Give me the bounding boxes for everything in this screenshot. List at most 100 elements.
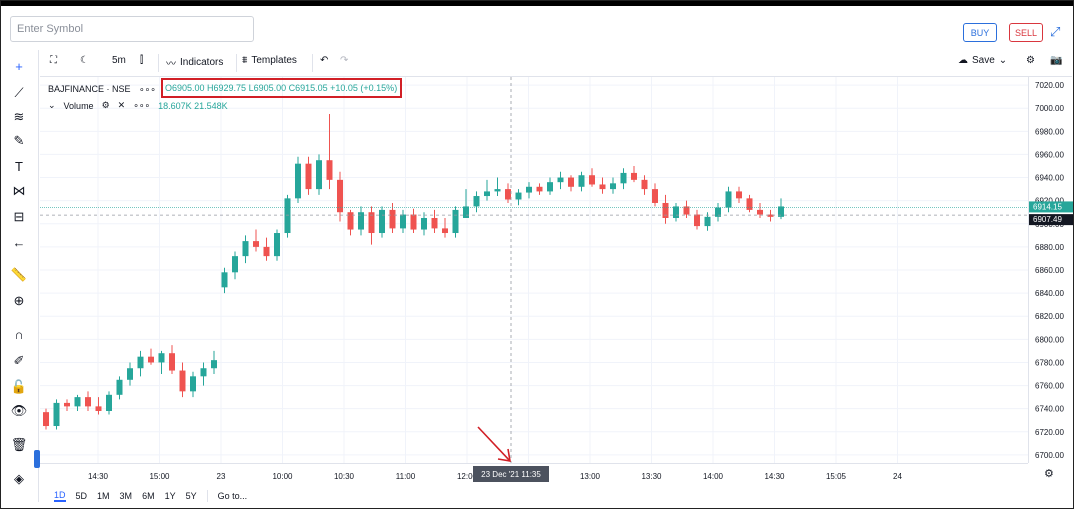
sell-button[interactable]: SELL	[1009, 23, 1043, 42]
fullscreen-icon[interactable]: ⛶	[50, 55, 57, 66]
magnet-icon[interactable]: ∩	[14, 327, 24, 342]
price-tick-label: 6980.00	[1035, 127, 1064, 136]
candle-type-icon[interactable]: ⫿	[140, 55, 144, 66]
candle-body	[536, 186, 543, 192]
layers-icon[interactable]: ◈	[14, 471, 24, 486]
expand-icon[interactable]: ⤢	[1050, 24, 1061, 39]
candle-body	[736, 191, 742, 199]
theme-moon-icon[interactable]: ☾	[80, 55, 89, 66]
chevron-down-icon[interactable]: ⌄	[48, 100, 56, 110]
close-icon[interactable]: ✕	[117, 100, 126, 110]
camera-icon[interactable]: 📷	[1050, 55, 1063, 66]
symbol-search-input[interactable]: Enter Symbol	[10, 16, 254, 42]
more-options-icon[interactable]: ∘∘∘	[133, 100, 151, 110]
candle-body	[263, 246, 270, 257]
settings-icon[interactable]: ⚙	[101, 100, 110, 110]
axis-settings-icon[interactable]: ⚙	[1044, 468, 1054, 480]
buy-button[interactable]: BUY	[963, 23, 997, 42]
price-tick-label: 6840.00	[1035, 289, 1064, 298]
candle-body	[652, 189, 658, 203]
brush-icon[interactable]: ✎	[13, 133, 25, 148]
price-axis[interactable]: 7020.00 7000.00 6980.00 6960.00 6940.00 6920.…	[1028, 77, 1073, 463]
range-button-3m[interactable]: 3M	[119, 491, 133, 501]
drawing-tools-panel: + ⟋ ≋ ✎ T ⋈ ⊟ ← 📏 ⊕ ∩ ✐ 🔓 👁 🗑 ◈	[0, 50, 39, 502]
current-price-badge	[1029, 201, 1073, 213]
goto-button[interactable]: Go to...	[217, 491, 248, 501]
undo-icon[interactable]: ↶	[320, 55, 329, 66]
candle-body	[284, 198, 291, 234]
lock-icon[interactable]: 🔓	[10, 379, 28, 394]
candle-body	[620, 172, 627, 184]
text-icon[interactable]: T	[15, 159, 23, 174]
collapse-toolbar-handle[interactable]	[34, 450, 40, 468]
candle-body	[232, 256, 238, 273]
crosshair-icon[interactable]: +	[15, 59, 23, 74]
templates-button[interactable]: ⩩ Templates	[242, 55, 297, 66]
candle-body	[95, 406, 102, 411]
candle-body	[43, 412, 49, 427]
candle-body	[683, 206, 690, 215]
fib-icon[interactable]: ≋	[13, 109, 25, 124]
candle-body	[431, 217, 438, 229]
price-tick-label: 6940.00	[1035, 174, 1064, 183]
candle-body	[473, 196, 480, 207]
candle-body	[137, 356, 144, 369]
candle-body	[85, 397, 91, 407]
trend-line-icon[interactable]: ⟋	[14, 85, 24, 100]
range-button-1d[interactable]: 1D	[54, 490, 66, 502]
interval-button[interactable]: 5m	[112, 55, 126, 66]
candle-body	[106, 394, 112, 411]
candle-body	[757, 209, 763, 215]
range-button-1m[interactable]: 1M	[97, 491, 110, 501]
candle-body	[316, 160, 322, 190]
lock-drawing-icon[interactable]: ✐	[13, 353, 25, 368]
candlestick-chart[interactable]	[40, 77, 1028, 463]
time-tick-label: 12:00	[457, 472, 478, 481]
prediction-icon[interactable]: ⊟	[13, 209, 25, 224]
candle-body	[64, 402, 70, 407]
candle-body	[442, 228, 448, 234]
candle-body	[379, 209, 385, 234]
candle-body	[673, 206, 679, 218]
price-tick-label: 6740.00	[1035, 405, 1064, 414]
pattern-icon[interactable]: ⋈	[12, 183, 26, 198]
range-button-1y[interactable]: 1Y	[164, 491, 176, 501]
time-tick-label: 10:00	[272, 472, 293, 481]
crosshair-time-badge	[473, 466, 549, 482]
volume-legend: ⌄ Volume ⚙ ✕ ∘∘∘ 18.607K 21.548K	[48, 100, 228, 111]
time-tick-label: 10:30	[334, 472, 355, 481]
redo-icon[interactable]: ↷	[340, 55, 349, 66]
zoom-in-icon[interactable]: ⊕	[13, 293, 25, 308]
candle-body	[53, 402, 60, 427]
range-button-5y[interactable]: 5Y	[185, 491, 197, 501]
range-button-6m[interactable]: 6M	[142, 491, 155, 501]
chart-toolbar: ⛶ ☾ 5m ⫿ 〰 Indicators ⩩ Templates ↶ ↷ ☁ Sav…	[40, 50, 1072, 77]
ruler-icon[interactable]: 📏	[10, 267, 28, 282]
indicators-button[interactable]: 〰 Indicators	[166, 55, 223, 70]
eye-icon[interactable]: 👁	[10, 403, 28, 418]
crosshair-price-label: 6907.49	[1033, 215, 1062, 224]
trash-icon[interactable]: 🗑	[10, 437, 28, 452]
candle-body	[515, 192, 522, 200]
more-options-icon[interactable]: ∘∘∘	[139, 84, 156, 94]
time-tick-label: 14:30	[88, 472, 109, 481]
candle-body	[337, 179, 343, 213]
candle-body	[505, 189, 511, 200]
candle-body	[778, 206, 784, 217]
price-tick-label: 6920.00	[1035, 197, 1064, 206]
candle-body	[127, 368, 133, 380]
symbol-legend: BAJFINANCE · NSE ∘∘∘	[48, 84, 156, 95]
candle-body	[715, 207, 721, 217]
range-button-5d[interactable]: 5D	[75, 491, 88, 501]
price-tick-label: 6960.00	[1035, 150, 1064, 159]
candle-body	[589, 175, 595, 185]
save-button[interactable]: ☁ Save ⌄	[958, 55, 1007, 66]
back-arrow-icon[interactable]: ←	[12, 235, 26, 250]
candle-body	[274, 233, 280, 257]
candle-body	[662, 202, 669, 218]
save-label: Save	[972, 55, 995, 66]
time-axis[interactable]: 14:3015:002310:0010:3011:0012:0012:3013:…	[40, 463, 1028, 486]
candle-body	[347, 212, 354, 230]
candle-body	[421, 217, 427, 230]
settings-gear-icon[interactable]: ⚙	[1026, 55, 1035, 66]
